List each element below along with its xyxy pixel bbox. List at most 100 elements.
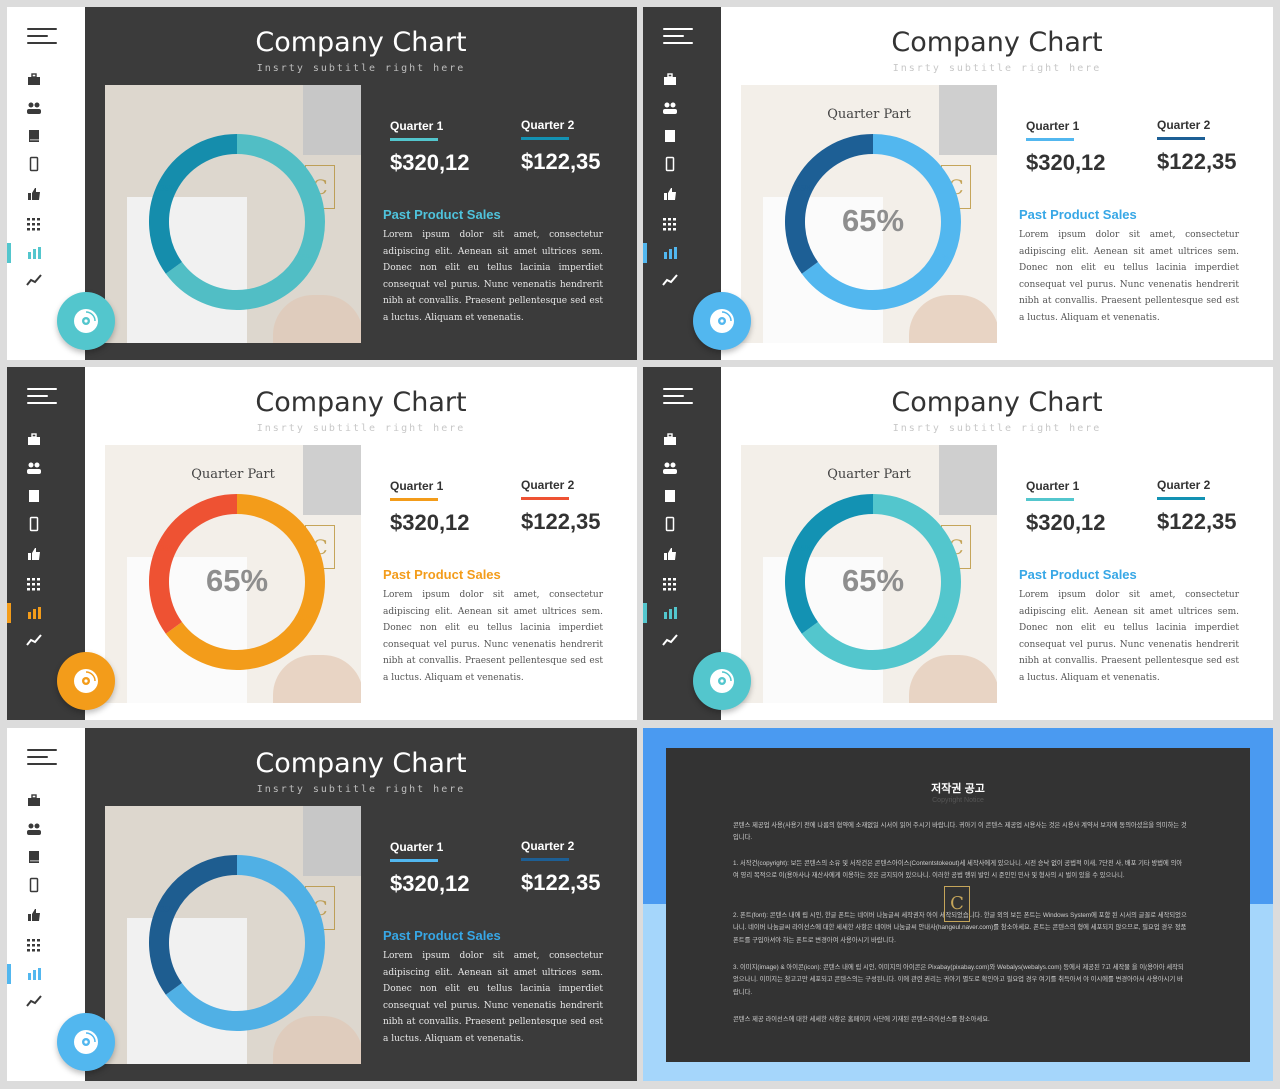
trend-line-icon: [26, 632, 42, 648]
slice-label-35: 35%: [160, 184, 177, 193]
chart-photo-panel: C Quarter Part 35% 65% 65%: [105, 445, 361, 703]
bar-chart-icon: [662, 245, 678, 261]
sidebar-item-bar-chart[interactable]: [643, 602, 721, 624]
quarter2-label: Quarter 2: [521, 478, 575, 492]
sidebar-item-book[interactable]: [643, 485, 721, 507]
page-title: Company Chart: [255, 748, 467, 779]
trend-line-icon: [26, 993, 42, 1009]
hamburger-menu-icon[interactable]: [663, 28, 693, 45]
sidebar-item-grid[interactable]: [7, 573, 85, 595]
donut-slice: [149, 855, 238, 995]
page-title: Company Chart: [891, 387, 1103, 418]
sidebar-item-users[interactable]: [643, 97, 721, 119]
hamburger-menu-icon[interactable]: [27, 388, 57, 405]
quarter1-underline: [390, 498, 438, 501]
disc-action-button[interactable]: [57, 1013, 115, 1071]
mobile-icon: [26, 156, 42, 172]
sidebar-item-mobile[interactable]: [643, 513, 721, 535]
chart-caption: Quarter Part: [191, 828, 275, 843]
quarter1-underline: [1026, 498, 1074, 501]
body-text: Lorem ipsum dolor sit amet, consectetur …: [1019, 590, 1239, 683]
sidebar-item-book[interactable]: [7, 485, 85, 507]
sidebar-item-trend-line[interactable]: [643, 269, 721, 291]
briefcase-icon: [26, 72, 42, 88]
sidebar-item-grid[interactable]: [7, 213, 85, 235]
copyright-paragraph: 3. 이미지(image) & 아이콘(icon): 콘텐스 내에 립 시인, …: [733, 964, 1184, 996]
quarter1-block: Quarter 1 $320,12: [1026, 479, 1106, 536]
sidebar-item-thumbs-up[interactable]: [643, 543, 721, 565]
sidebar-item-bar-chart[interactable]: [7, 602, 85, 624]
quarter2-value: $122,35: [521, 149, 601, 174]
sidebar-item-briefcase[interactable]: [7, 429, 85, 451]
sidebar-item-thumbs-up[interactable]: [7, 904, 85, 926]
copyright-subtitle: Copyright Notice: [932, 797, 984, 804]
sidebar-item-thumbs-up[interactable]: [643, 183, 721, 205]
disc-action-button[interactable]: [693, 652, 751, 710]
sidebar-item-users[interactable]: [7, 457, 85, 479]
copyright-slide: 저작권 공고 Copyright Notice 콘텐스 제공업 사용(사용기 전…: [643, 728, 1273, 1081]
bar-chart-icon: [26, 966, 42, 982]
sidebar-item-trend-line[interactable]: [7, 990, 85, 1012]
book-icon: [662, 128, 678, 144]
quarter1-block: Quarter 1 $320,12: [390, 840, 470, 897]
sidebar-item-briefcase[interactable]: [7, 790, 85, 812]
sidebar-item-grid[interactable]: [643, 573, 721, 595]
sidebar-item-bar-chart[interactable]: [7, 242, 85, 264]
sidebar-item-mobile[interactable]: [643, 153, 721, 175]
keyboard-image: [939, 85, 997, 155]
copyright-paragraph: 1. 서작건(copyright): 보든 콘텐스의 소유 및 서작건은 콘텐스…: [733, 860, 1183, 880]
sidebar-item-users[interactable]: [643, 457, 721, 479]
sidebar-item-users[interactable]: [7, 818, 85, 840]
quarter1-value: $320,12: [390, 150, 470, 175]
slice-label-35: 35%: [796, 544, 813, 553]
quarter2-underline: [1157, 137, 1205, 140]
donut-center-value: 65%: [841, 203, 905, 238]
active-indicator: [643, 243, 647, 263]
sidebar-item-trend-line[interactable]: [643, 629, 721, 651]
slide-content: Company Chart Insrty subtitle right here…: [85, 7, 637, 360]
thumbs-up-icon: [26, 546, 42, 562]
body-text: Lorem ipsum dolor sit amet, consectetur …: [383, 590, 603, 683]
chart-photo-panel: C Quarter Part 35% 65%: [105, 806, 361, 1064]
disc-action-button[interactable]: [693, 292, 751, 350]
chart-caption: Quarter Part: [827, 467, 911, 482]
hamburger-menu-icon[interactable]: [663, 388, 693, 405]
disc-action-button[interactable]: [57, 292, 115, 350]
chart-photo-panel: C Quarter Part 35% 65% 65%: [741, 445, 997, 703]
sidebar-item-users[interactable]: [7, 97, 85, 119]
sidebar-item-book[interactable]: [7, 125, 85, 147]
sidebar-item-mobile[interactable]: [7, 513, 85, 535]
sidebar-item-trend-line[interactable]: [7, 269, 85, 291]
quarter2-value: $122,35: [521, 870, 601, 895]
sidebar-item-grid[interactable]: [643, 213, 721, 235]
sidebar-item-bar-chart[interactable]: [643, 242, 721, 264]
hamburger-menu-icon[interactable]: [27, 28, 57, 45]
slice-label-65: 65%: [933, 613, 950, 622]
sidebar-item-grid[interactable]: [7, 934, 85, 956]
quarter2-underline: [521, 137, 569, 140]
chart-caption: Quarter Part: [827, 107, 911, 122]
sidebar-item-book[interactable]: [7, 846, 85, 868]
sidebar-item-mobile[interactable]: [7, 153, 85, 175]
keyboard-image: [303, 806, 361, 876]
book-icon: [26, 128, 42, 144]
quarter1-underline: [1026, 138, 1074, 141]
grid-icon: [662, 216, 678, 232]
quarter1-value: $320,12: [1026, 510, 1106, 535]
sidebar-item-briefcase[interactable]: [643, 429, 721, 451]
quarter2-value: $122,35: [1157, 149, 1237, 174]
hamburger-menu-icon[interactable]: [27, 749, 57, 766]
sidebar-item-briefcase[interactable]: [7, 69, 85, 91]
sidebar-item-briefcase[interactable]: [643, 69, 721, 91]
sidebar-item-thumbs-up[interactable]: [7, 543, 85, 565]
donut-center-value: 65%: [205, 563, 269, 598]
hand-image: [909, 295, 997, 343]
sidebar-item-thumbs-up[interactable]: [7, 183, 85, 205]
quarter2-label: Quarter 2: [521, 839, 575, 853]
sidebar-item-trend-line[interactable]: [7, 629, 85, 651]
sidebar-item-bar-chart[interactable]: [7, 963, 85, 985]
sidebar-item-mobile[interactable]: [7, 874, 85, 896]
disc-action-button[interactable]: [57, 652, 115, 710]
slice-label-35: 35%: [160, 905, 177, 914]
sidebar-item-book[interactable]: [643, 125, 721, 147]
